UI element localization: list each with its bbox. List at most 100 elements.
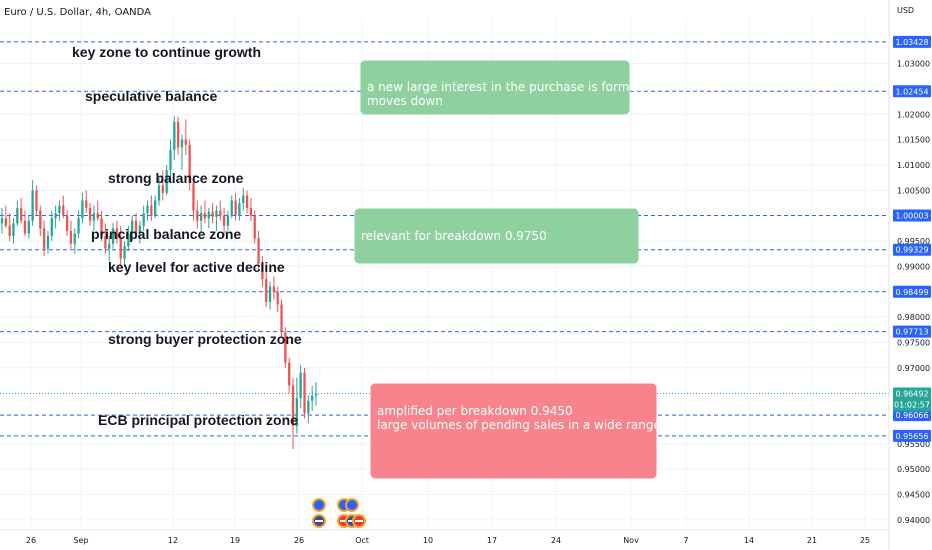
candle-body [119,238,122,259]
time-tick-label: 21 [807,536,817,545]
candle-body [284,332,287,363]
candle-body [242,195,245,204]
candle-body [199,213,203,221]
level-price-label: 1.00003 [895,212,928,221]
candle-body [12,223,15,236]
candle-body [88,208,92,221]
candle-body [54,213,57,219]
candle-body [299,372,302,399]
candle-body [69,230,73,244]
note-box[interactable] [354,208,639,264]
note-text: relevant for breakdown 0.9750 [361,229,547,243]
time-tick-label: 12 [168,536,178,545]
candle-body [127,233,130,247]
candle-body [203,213,207,219]
candle-body [249,208,253,216]
candle-body [192,182,195,211]
note-box[interactable] [370,383,657,479]
price-tick-label: 0.94000 [897,516,930,525]
candle-body [219,210,222,216]
candle-body [108,243,111,249]
notes[interactable]: a new large interest in the purchase is … [354,60,661,479]
zone-label: strong balance zone [108,170,244,186]
time-tick-label: 26 [294,536,304,545]
candle-body [131,220,134,234]
candle-body [154,200,157,216]
zone-label: principal balance zone [91,226,241,242]
candle-body [253,215,256,239]
time-tick-label: 10 [423,536,433,545]
event-dot-icon[interactable] [312,498,326,512]
level-price-tag [893,325,931,338]
time-tick-label: 24 [551,536,561,545]
candle-body [92,213,96,221]
event-markers[interactable] [312,498,366,528]
candle-body [19,208,23,221]
event-dot-icon[interactable] [345,498,359,512]
level-price-label: 0.95656 [895,432,928,441]
time-axis[interactable]: 26 Sep 12 19 26 Oct 10 17 24 Nov 7 14 21 25 [26,536,870,545]
zone-label: speculative balance [85,88,218,104]
level-price-tag [893,429,931,442]
level-price-label: 0.97713 [895,328,928,337]
candle-body [27,220,30,234]
candle-body [280,304,283,333]
candle-body [276,291,279,305]
candle-body [169,149,172,171]
candle-body [311,395,314,401]
note-box[interactable] [360,60,630,115]
symbol-title: Euro / U.S. Dollar, 4h, OANDA [4,7,151,18]
candle-body [226,215,230,226]
candle-body [146,205,149,214]
note-text: amplified per breakdown 0.9450 [377,404,573,418]
level-price-label: 0.98499 [895,288,928,297]
price-tick-label: 0.97000 [897,364,930,373]
candle-body [288,362,291,386]
level-price-tag [893,35,931,48]
time-tick-label: Nov [623,536,639,545]
time-tick-label: 19 [230,536,240,545]
level-price-tag [893,285,931,298]
time-tick-label: 14 [744,536,754,545]
level-price-label: 0.96066 [895,411,928,420]
price-axis[interactable]: 1.03000 1.02000 1.01500 1.01000 1.00500 0.995… [893,35,931,525]
candle-body [46,235,50,249]
note-text: large volumes of pending sales in a wide… [377,418,661,432]
flag-stripe [340,520,348,522]
countdown-label: 01:02:57 [894,401,930,410]
candle-body [215,210,218,217]
candle-body [291,385,295,427]
candle-body [50,218,53,236]
candle-body [222,215,226,226]
level-price-tag [893,85,931,98]
candle-body [104,235,107,249]
candle-body [272,286,276,292]
candle-body [307,400,310,414]
candle-body [268,286,272,302]
candle-body [180,139,184,148]
time-tick-label: 7 [683,536,688,545]
candle-body [211,211,214,217]
candle-body [142,213,145,226]
candle-body [150,205,153,216]
level-price-label: 1.02454 [895,87,928,96]
candle-body [245,195,249,209]
candle-body [173,121,176,150]
level-price-tag [893,409,931,422]
flag-stripe [315,520,323,522]
candle-body [35,190,38,211]
candle-body [196,210,199,221]
price-tick-label: 1.01000 [897,161,930,170]
candle-body [176,121,180,148]
level-price-label: 1.03428 [895,38,928,47]
price-tick-label: 1.03000 [897,60,930,69]
candle-body [261,263,264,280]
candle-body [16,208,19,224]
currency-label: USD [897,6,914,15]
candle-body [100,218,103,236]
candle-body [85,200,88,209]
price-tick-label: 0.95500 [897,440,930,449]
price-tick-label: 0.94500 [897,491,930,500]
level-price-tag [893,209,931,222]
